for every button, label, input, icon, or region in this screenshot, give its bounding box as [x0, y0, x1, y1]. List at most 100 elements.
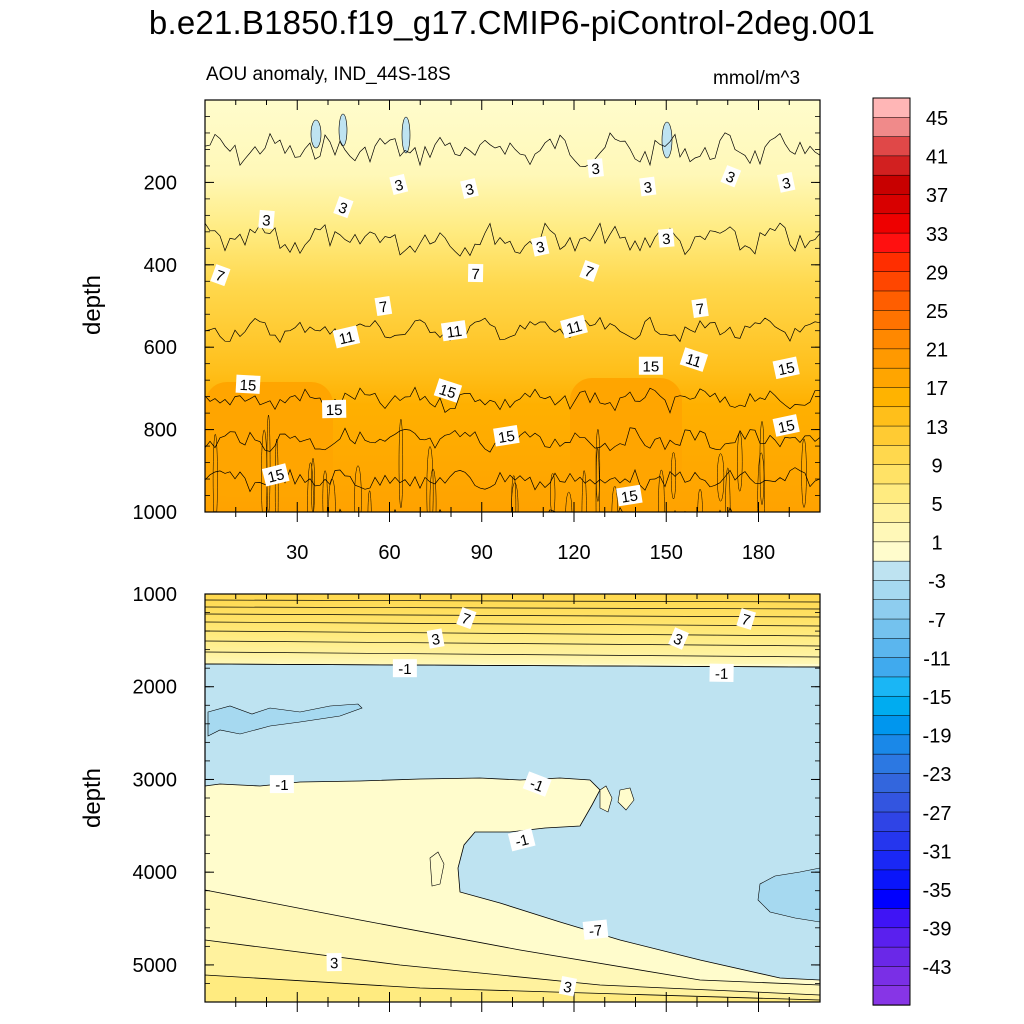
contour-label: 11	[560, 314, 588, 339]
colorbar-label: 17	[926, 378, 948, 400]
contour-label-text: -1	[514, 831, 531, 851]
colorbar-swatch	[872, 888, 911, 910]
contour-label: 15	[433, 378, 463, 403]
contour-label-text: 3	[591, 161, 601, 179]
colorbar-swatch	[872, 252, 911, 273]
contour-label-text: 11	[445, 323, 463, 342]
contour-line	[205, 651, 820, 658]
contour-streak	[737, 432, 743, 492]
colorbar-swatch	[872, 946, 911, 968]
colorbar-swatch	[872, 792, 911, 813]
colorbar-label: 45	[926, 108, 948, 130]
colorbar-swatch	[872, 695, 911, 717]
contour-label-bg	[772, 356, 800, 380]
contour-label-bg	[235, 374, 261, 394]
contour-streak	[398, 418, 404, 509]
contour-streak	[757, 452, 765, 512]
contour-label-text: 15	[497, 428, 516, 447]
colorbar-swatch	[872, 869, 911, 890]
contour-label: -1	[507, 828, 536, 852]
bottom-pos-island	[617, 787, 635, 811]
colorbar-swatch	[872, 966, 911, 987]
contour-label-text: -7	[588, 922, 603, 940]
bottom-neg-deeper	[207, 703, 363, 737]
contour-label: 7	[579, 259, 600, 283]
ytick-label: 400	[144, 255, 177, 277]
contour-label-bg	[668, 627, 689, 650]
contour-label: 15	[235, 374, 261, 395]
contour-label-bg	[261, 463, 290, 487]
contour-label-bg	[736, 608, 757, 630]
contour-streak	[274, 438, 279, 512]
contour-streak	[429, 468, 437, 512]
contour-label: 3	[558, 975, 577, 997]
axes: 200 400 600 800 1000 30 60 90 120 150 180 1000 2000 3…	[133, 99, 820, 1012]
colorbar-label: 21	[926, 340, 948, 362]
colorbar-swatch	[872, 464, 911, 485]
colorbar-label: -23	[923, 764, 952, 786]
contour-label-bg	[321, 399, 347, 419]
contour-label-bg	[638, 356, 663, 375]
contour-label-bg	[269, 775, 294, 794]
colorbar-label: -15	[923, 687, 952, 709]
contour-label-text: 15	[777, 417, 797, 437]
contour-label-bg	[582, 919, 609, 940]
colorbar-swatch	[872, 445, 911, 466]
contour-streak	[511, 475, 517, 512]
contour-streak	[595, 447, 600, 512]
bottom-upper-layer	[205, 594, 820, 664]
contour-label-bg	[587, 158, 604, 178]
contour-line	[205, 640, 820, 647]
contour-line	[205, 222, 820, 257]
colorbar-swatch	[872, 425, 911, 447]
contour-label-bg	[560, 314, 588, 339]
bottom-neg-deeper	[757, 867, 820, 923]
colorbar-swatch	[872, 329, 911, 350]
contour-label: 3	[639, 176, 657, 197]
ytick-label: 600	[144, 337, 177, 359]
colorbar-swatch	[872, 387, 911, 408]
colorbar-label: -11	[923, 648, 950, 670]
colorbar-label: 9	[931, 455, 942, 477]
colorbar-swatch	[872, 985, 911, 1006]
contour-label-text: 15	[643, 359, 660, 376]
top-core-right	[570, 378, 682, 488]
colorbar-swatch	[872, 136, 911, 157]
colorbar-swatch	[872, 97, 911, 118]
bottom-pos-island	[599, 785, 613, 813]
colorbar-label: -7	[928, 610, 946, 632]
contour-streak	[801, 438, 807, 508]
colorbar-label: 33	[926, 224, 948, 246]
contour-label: 7	[210, 264, 231, 287]
colorbar-swatch	[872, 927, 911, 948]
contour-label-bg	[460, 178, 479, 200]
contour-label-text: -1	[275, 777, 288, 794]
contour-label: -1	[392, 659, 417, 678]
contour-streak	[565, 491, 573, 512]
contour-label-bg	[374, 295, 393, 317]
contour-label-bg	[772, 414, 800, 437]
contour-label-text: 3	[464, 181, 476, 199]
chart-title: b.e21.B1850.f19_g17.CMIP6-piControl-2deg…	[148, 4, 876, 41]
contour-label: 7	[467, 263, 484, 283]
contour-label-text: 3	[643, 179, 653, 197]
bottom-pos-island	[429, 851, 445, 887]
contour-label-bg	[616, 484, 643, 507]
contour-line	[205, 599, 820, 603]
colorbar-swatch	[872, 541, 911, 562]
contour-streak	[550, 473, 556, 512]
contour-label: 11	[679, 347, 709, 372]
colorbar-swatch	[872, 117, 911, 138]
contour-label: -1	[522, 771, 552, 797]
xtick-label: 30	[286, 542, 308, 564]
ytick-label: 800	[144, 420, 177, 442]
colorbar-label: -3	[928, 571, 946, 593]
colorbar-label: 25	[926, 301, 948, 323]
xtick-label: 120	[557, 542, 590, 564]
colorbar-label: 41	[926, 147, 948, 169]
contour-label-text: 3	[535, 239, 547, 257]
bottom-neg-region	[205, 663, 820, 981]
contour-label: -7	[582, 919, 609, 940]
colorbar-swatch	[872, 753, 911, 775]
contour-label-bg	[522, 771, 552, 797]
